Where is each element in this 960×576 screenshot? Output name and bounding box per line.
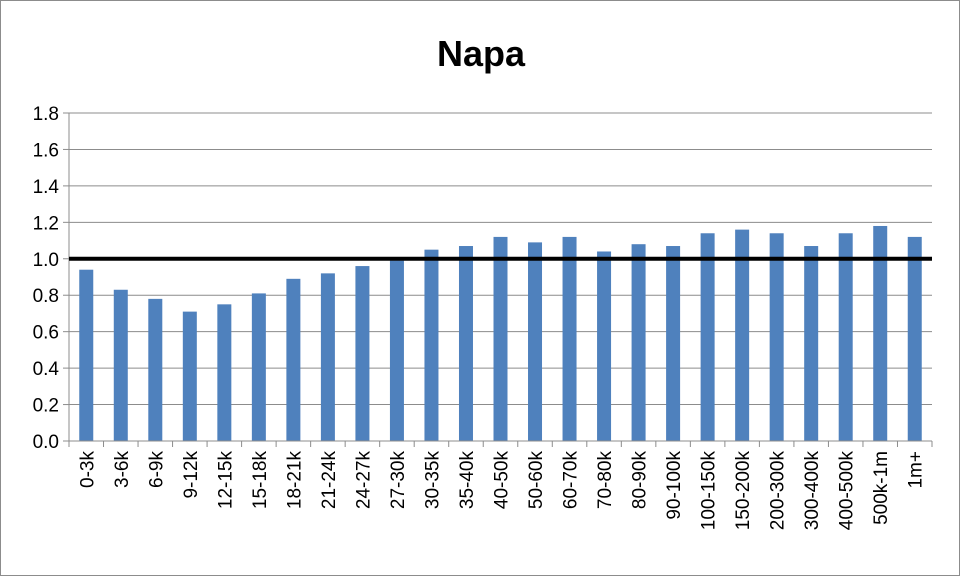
bar bbox=[113, 289, 128, 441]
y-tick-label: 1.6 bbox=[33, 140, 59, 161]
x-tick-label: 150-200k bbox=[733, 451, 754, 531]
x-tick-label: 24-27k bbox=[353, 451, 374, 510]
y-tick-label: 1.0 bbox=[33, 250, 59, 271]
bar bbox=[597, 251, 612, 441]
bar bbox=[735, 229, 750, 441]
bar bbox=[804, 246, 819, 441]
x-tick-label: 35-40k bbox=[457, 451, 478, 510]
x-tick-label: 500k-1m bbox=[871, 451, 892, 525]
x-tick-label: 70-80k bbox=[595, 451, 616, 510]
y-tick-label: 0.8 bbox=[33, 286, 59, 307]
bar bbox=[286, 278, 301, 441]
y-axis-ticks: 0.0 0.2 0.4 0.6 0.8 1.0 1.2 1.4 1.6 1.8 bbox=[33, 104, 69, 453]
x-tick-label: 400-500k bbox=[837, 451, 858, 531]
bar bbox=[838, 233, 853, 441]
bar bbox=[355, 266, 370, 441]
x-tick-label: 80-90k bbox=[630, 451, 651, 510]
x-axis-ticks: 0-3k 3-6k 6-9k 9-12k 12-15k 15-18k 18-21k 21-24… bbox=[77, 451, 926, 531]
y-tick-label: 1.8 bbox=[33, 104, 59, 125]
x-tick-label: 3-6k bbox=[112, 451, 133, 488]
x-tick-label: 200-300k bbox=[768, 451, 789, 531]
x-tick-label: 60-70k bbox=[561, 451, 582, 510]
x-tick-label: 300-400k bbox=[802, 451, 823, 531]
x-tick-label: 30-35k bbox=[422, 451, 443, 510]
bar bbox=[769, 233, 784, 441]
bar bbox=[907, 236, 922, 441]
bar bbox=[148, 298, 163, 441]
bar bbox=[320, 273, 335, 441]
y-tick-label: 0.6 bbox=[33, 323, 59, 344]
bar bbox=[493, 236, 508, 441]
bar bbox=[700, 233, 715, 441]
y-tick-label: 0.4 bbox=[33, 359, 60, 380]
y-tick-label: 1.2 bbox=[33, 213, 59, 234]
x-tick-label: 15-18k bbox=[250, 451, 271, 510]
x-tick-label: 27-30k bbox=[388, 451, 409, 510]
x-tick-label: 6-9k bbox=[146, 451, 167, 488]
x-tick-label: 50-60k bbox=[526, 451, 547, 510]
bar bbox=[631, 244, 646, 441]
x-tick-label: 0-3k bbox=[77, 451, 98, 488]
bar bbox=[562, 236, 577, 441]
y-tick-label: 0.2 bbox=[33, 396, 59, 417]
bar bbox=[182, 311, 197, 441]
bar bbox=[424, 249, 439, 441]
y-tick-label: 0.0 bbox=[33, 432, 59, 453]
bar bbox=[458, 246, 473, 441]
bar bbox=[528, 242, 543, 441]
bar bbox=[251, 293, 266, 441]
bar bbox=[666, 246, 681, 441]
x-tick-label: 40-50k bbox=[492, 451, 513, 510]
x-tick-label: 90-100k bbox=[664, 451, 685, 520]
x-tick-label: 9-12k bbox=[181, 451, 202, 499]
bar bbox=[389, 260, 404, 441]
chart-title: Napa bbox=[437, 33, 526, 74]
x-tick-label: 100-150k bbox=[699, 451, 720, 531]
bar bbox=[217, 304, 232, 441]
bar bbox=[873, 225, 888, 441]
axes bbox=[68, 113, 933, 447]
x-tick-label: 18-21k bbox=[284, 451, 305, 510]
x-tick-label: 21-24k bbox=[319, 451, 340, 510]
bars bbox=[79, 225, 922, 441]
y-tick-label: 1.4 bbox=[33, 177, 60, 198]
x-tick-label: 1m+ bbox=[906, 451, 927, 489]
x-tick-label: 12-15k bbox=[215, 451, 236, 510]
bar bbox=[79, 269, 94, 441]
